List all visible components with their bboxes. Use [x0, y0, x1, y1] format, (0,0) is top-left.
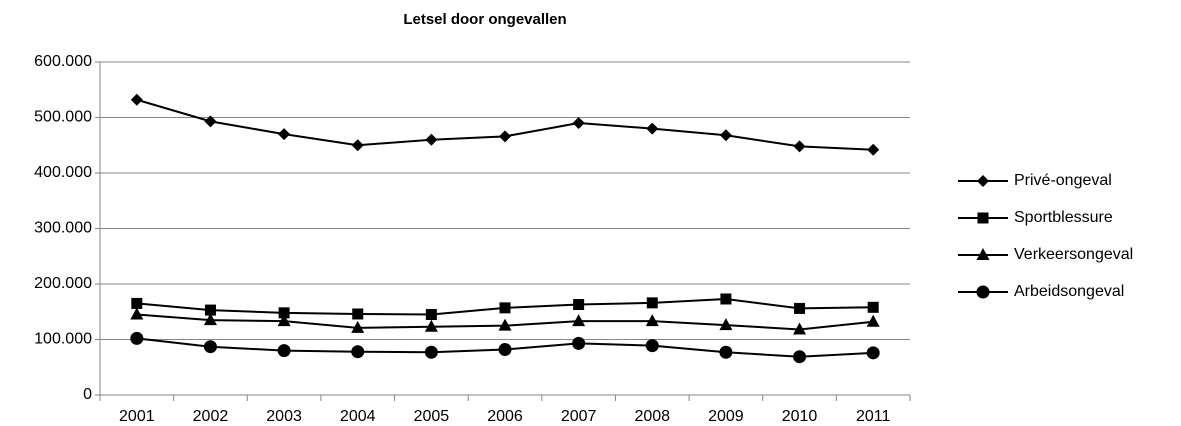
data-point — [351, 345, 365, 359]
data-point — [203, 313, 217, 326]
data-point — [645, 339, 659, 353]
data-point — [793, 350, 807, 364]
y-tick-label: 400.000 — [34, 164, 92, 181]
data-point — [131, 297, 143, 309]
data-point — [130, 331, 144, 345]
data-point — [130, 93, 143, 106]
legend-marker — [976, 248, 990, 260]
data-point — [424, 345, 438, 359]
x-tick-label: 2009 — [708, 408, 744, 425]
data-point — [572, 117, 585, 130]
legend-marker — [977, 212, 989, 224]
legend-label: Verkeersongeval — [1014, 246, 1133, 263]
y-tick-label: 100.000 — [34, 331, 92, 348]
data-point — [499, 130, 511, 143]
data-point — [646, 122, 659, 135]
chart-title: Letsel door ongevallen — [403, 11, 566, 28]
x-tick-label: 2010 — [782, 408, 818, 425]
x-tick-label: 2005 — [414, 408, 450, 425]
x-tick-label: 2003 — [266, 408, 302, 425]
data-point — [424, 319, 438, 332]
data-point — [499, 302, 511, 314]
data-point — [277, 314, 291, 327]
x-tick-label: 2011 — [856, 408, 891, 425]
data-point — [866, 346, 880, 360]
data-point — [203, 340, 217, 354]
data-point — [498, 318, 512, 331]
legend-label: Arbeidsongeval — [1014, 283, 1124, 300]
legend-label: Sportblessure — [1014, 209, 1113, 226]
data-point — [498, 342, 512, 356]
data-point — [719, 129, 732, 142]
data-point — [793, 140, 806, 153]
data-point — [867, 143, 880, 156]
x-tick-label: 2007 — [561, 408, 597, 425]
data-point — [278, 307, 290, 319]
x-tick-label: 2002 — [193, 408, 229, 425]
data-point — [867, 301, 879, 313]
data-point — [351, 320, 365, 333]
data-point — [351, 139, 364, 152]
data-point — [719, 318, 733, 331]
data-point — [794, 302, 806, 314]
y-tick-label: 300.000 — [34, 220, 92, 237]
data-point — [425, 309, 437, 321]
data-point — [130, 307, 144, 320]
data-point — [425, 133, 438, 146]
data-point — [572, 336, 586, 350]
data-point — [277, 344, 291, 358]
data-point — [573, 299, 585, 311]
data-point — [204, 115, 217, 128]
data-point — [720, 293, 732, 305]
data-point — [572, 314, 586, 327]
x-tick-label: 2006 — [487, 408, 523, 425]
data-point — [646, 297, 658, 309]
y-tick-label: 500.000 — [34, 109, 92, 126]
data-point — [645, 314, 659, 327]
data-point — [204, 304, 216, 316]
data-point — [793, 322, 807, 335]
x-tick-label: 2001 — [119, 408, 155, 425]
data-point — [866, 314, 880, 327]
data-point — [352, 308, 364, 320]
y-tick-label: 0 — [83, 386, 92, 403]
y-tick-label: 600.000 — [34, 53, 92, 70]
x-tick-label: 2004 — [340, 408, 376, 425]
x-tick-label: 2008 — [634, 408, 670, 425]
data-point — [278, 128, 291, 141]
legend-marker — [977, 175, 989, 187]
data-point — [719, 345, 733, 359]
legend-marker — [976, 285, 990, 299]
legend-label: Privé-ongeval — [1014, 172, 1112, 189]
y-tick-label: 200.000 — [34, 275, 92, 292]
